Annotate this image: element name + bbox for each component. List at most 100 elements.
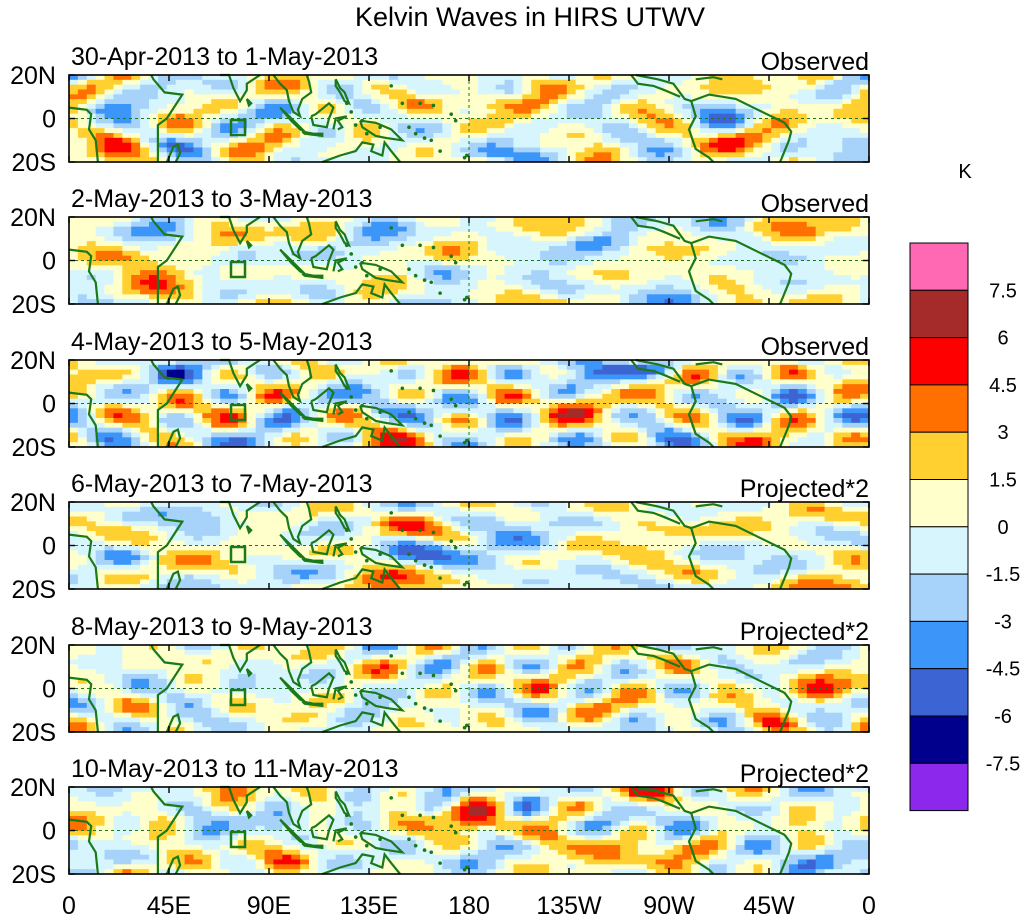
field-cell	[86, 157, 97, 163]
field-cell	[246, 294, 257, 300]
field-cell	[771, 299, 781, 305]
field-cell	[682, 360, 692, 366]
field-cell	[69, 157, 79, 163]
field-cell	[371, 408, 381, 414]
field-cell	[469, 289, 479, 295]
field-cell	[122, 147, 132, 153]
field-cell	[317, 157, 328, 163]
field-cell	[344, 123, 354, 129]
field-cell	[353, 79, 363, 86]
field-cell	[744, 294, 754, 300]
field-cell	[202, 432, 212, 438]
field-cell	[104, 250, 114, 257]
field-cell	[246, 398, 257, 404]
field-cell	[282, 142, 292, 148]
field-cell	[433, 294, 443, 300]
field-cell	[646, 147, 657, 153]
field-cell	[149, 432, 159, 438]
field-cell	[166, 84, 177, 90]
field-cell	[700, 427, 710, 433]
field-cell	[540, 422, 550, 429]
field-cell	[424, 99, 434, 105]
field-cell	[415, 369, 425, 375]
field-cell	[433, 89, 443, 95]
field-cell	[486, 437, 497, 443]
field-cell	[211, 403, 221, 409]
field-cell	[397, 123, 408, 129]
field-cell	[175, 265, 185, 271]
field-cell	[682, 437, 692, 443]
field-cell	[344, 442, 354, 448]
field-cell	[193, 147, 203, 153]
field-cell	[397, 236, 408, 242]
field-cell	[246, 147, 257, 153]
field-cell	[860, 284, 870, 290]
field-cell	[371, 279, 381, 286]
field-cell	[797, 226, 808, 232]
field-cell	[415, 413, 425, 419]
field-cell	[326, 99, 337, 105]
coastline	[310, 101, 335, 129]
field-cell	[637, 157, 648, 163]
field-cell	[824, 137, 834, 144]
field-cell	[557, 398, 568, 404]
field-cell	[140, 413, 150, 419]
field-cell	[611, 422, 621, 429]
field-cell	[406, 384, 417, 390]
field-cell	[264, 231, 274, 237]
field-cell	[584, 89, 594, 95]
field-cell	[833, 265, 843, 271]
field-cell	[326, 398, 337, 404]
field-cell	[504, 84, 514, 90]
field-cell	[700, 260, 710, 266]
field-cell	[851, 260, 861, 266]
field-cell	[771, 379, 781, 385]
field-cell	[771, 360, 781, 366]
field-cell	[549, 236, 559, 242]
field-cell	[353, 94, 363, 100]
field-cell	[300, 75, 310, 81]
field-cell	[717, 294, 728, 300]
field-cell	[255, 108, 265, 115]
field-cell	[104, 113, 114, 119]
field-cell	[646, 94, 657, 100]
field-cell	[762, 275, 772, 281]
field-cell	[575, 118, 585, 124]
field-cell	[229, 255, 239, 261]
field-cell	[744, 255, 754, 261]
field-cell	[433, 389, 443, 395]
field-cell	[584, 360, 594, 366]
field-cell	[735, 289, 745, 295]
field-cell	[682, 374, 692, 380]
field-cell	[451, 108, 461, 115]
field-cell	[122, 284, 132, 290]
field-cell	[77, 84, 88, 90]
field-cell	[415, 289, 425, 295]
field-cell	[433, 118, 443, 124]
field-cell	[122, 442, 132, 448]
field-cell	[86, 142, 97, 148]
field-cell	[700, 104, 710, 110]
field-cell	[495, 275, 505, 281]
field-cell	[380, 113, 390, 119]
field-cell	[353, 236, 363, 242]
field-cell	[602, 398, 612, 404]
field-cell	[202, 75, 212, 81]
field-cell	[469, 217, 479, 223]
field-cell	[122, 118, 132, 124]
field-cell	[664, 104, 674, 110]
field-cell	[140, 84, 150, 90]
field-cell	[433, 133, 443, 139]
field-cell	[842, 294, 852, 300]
field-cell	[140, 437, 150, 443]
field-cell	[406, 255, 417, 261]
field-cell	[415, 157, 425, 163]
field-cell	[220, 99, 230, 105]
field-cell	[149, 260, 159, 266]
field-cell	[851, 142, 861, 148]
field-cell	[193, 289, 203, 295]
field-cell	[637, 113, 648, 119]
field-cell	[646, 142, 657, 148]
field-cell	[113, 265, 123, 271]
field-cell	[166, 360, 177, 366]
